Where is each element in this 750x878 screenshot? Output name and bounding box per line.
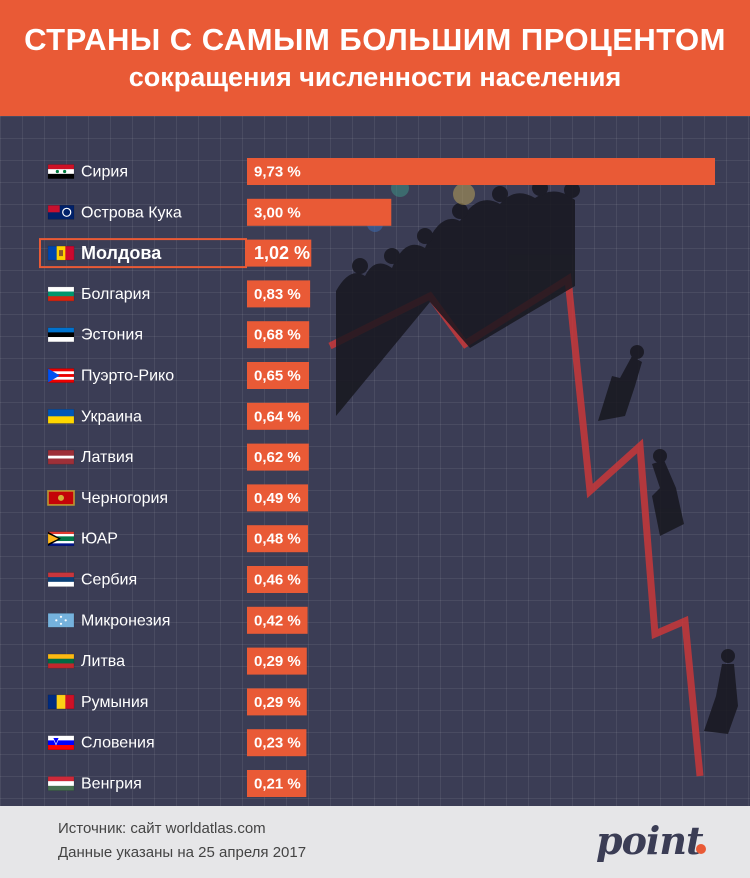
value-label: 0,23 % <box>254 735 301 752</box>
highlight-frame <box>39 238 247 269</box>
flag-romania-icon <box>47 694 75 710</box>
flag-lithuania-icon <box>47 653 75 669</box>
point-logo: point <box>596 818 716 866</box>
chart-row: ЮАР 0,48 % <box>47 525 308 553</box>
chart-row: Румыния 0,29 % <box>47 688 307 716</box>
falling-figure-illustration <box>598 345 738 734</box>
chart-area: Сирия 9,73 % Острова Кука 3,00 % Молдова 1,02… <box>0 116 750 806</box>
data-bar <box>247 362 310 389</box>
flag-cook-islands-icon <box>47 205 75 220</box>
logo-dot <box>696 844 706 854</box>
crowd-silhouette-illustration <box>336 180 580 416</box>
value-label: 9,73 % <box>254 164 301 181</box>
value-label: 0,64 % <box>254 408 301 425</box>
category-label: Острова Кука <box>81 204 182 221</box>
value-label: 0,48 % <box>254 531 301 548</box>
chart-row: Микронезия 0,42 % <box>47 606 308 634</box>
category-label: Венгрия <box>81 776 142 793</box>
value-label: 0,62 % <box>254 449 301 466</box>
header-banner: СТРАНЫ С САМЫМ БОЛЬШИМ ПРОЦЕНТОМ сокраще… <box>0 0 750 116</box>
chart-row: Эстония 0,68 % <box>47 321 310 349</box>
flag-slovenia-icon <box>47 735 75 750</box>
category-label: ЮАР <box>81 531 118 548</box>
logo-wordmark: point <box>596 818 704 863</box>
footer: Источник: сайт worldatlas.com Данные ука… <box>0 806 750 878</box>
chart-row: Сербия 0,46 % <box>47 566 308 593</box>
value-label: 0,46 % <box>254 572 301 589</box>
chart-row: Пуэрто-Рико 0,65 % <box>47 362 310 389</box>
category-label: Пуэрто-Рико <box>81 368 174 385</box>
data-bar <box>247 525 308 553</box>
value-label: 0,68 % <box>254 327 301 344</box>
flag-estonia-icon <box>47 327 75 342</box>
data-bar <box>247 443 309 471</box>
category-label: Словения <box>81 735 155 752</box>
flag-puerto-rico-icon <box>47 368 75 383</box>
value-label: 0,49 % <box>254 490 301 507</box>
page-subtitle: сокращения численности населения <box>128 62 622 92</box>
data-bar <box>247 158 715 185</box>
chart-row: Венгрия 0,21 % <box>47 770 307 797</box>
data-bar <box>247 280 311 308</box>
value-label: 0,65 % <box>254 368 301 385</box>
data-bar <box>247 321 310 349</box>
value-label: 0,29 % <box>254 653 301 670</box>
flag-micronesia-icon <box>47 613 75 628</box>
category-label: Сербия <box>81 572 137 589</box>
chart-row: Черногория 0,49 % <box>47 484 309 512</box>
value-label: 0,29 % <box>254 694 301 711</box>
data-bar <box>247 647 307 675</box>
flag-serbia-icon <box>47 572 75 587</box>
category-label: Эстония <box>81 327 143 344</box>
chart-row: Молдова 1,02 % <box>39 238 312 269</box>
chart-row: Сирия 9,73 % <box>47 158 715 185</box>
flag-syria-icon <box>47 164 75 179</box>
value-label: 0,83 % <box>254 286 301 303</box>
flag-moldova-icon <box>47 245 75 261</box>
category-label: Молдова <box>81 243 162 263</box>
flag-montenegro-icon <box>47 490 75 506</box>
value-label: 1,02 % <box>254 243 310 263</box>
flag-bulgaria-icon <box>47 286 75 302</box>
flag-latvia-icon <box>47 449 75 465</box>
chart-row: Литва 0,29 % <box>47 647 307 675</box>
category-label: Румыния <box>81 694 148 711</box>
category-label: Микронезия <box>81 612 170 629</box>
chart-row: Словения 0,23 % <box>47 729 307 757</box>
data-bar <box>247 729 307 757</box>
category-label: Украина <box>81 408 142 425</box>
value-label: 0,21 % <box>254 776 301 793</box>
flag-hungary-icon <box>47 776 75 791</box>
chart-row: Украина 0,64 % <box>47 402 309 430</box>
value-label: 3,00 % <box>254 204 301 221</box>
category-label: Болгария <box>81 286 150 303</box>
data-bar <box>247 402 309 430</box>
data-bar <box>247 566 308 593</box>
page-title: СТРАНЫ С САМЫМ БОЛЬШИМ ПРОЦЕНТОМ <box>24 22 726 57</box>
chart-row: Латвия 0,62 % <box>47 443 309 471</box>
category-label: Литва <box>81 653 125 670</box>
data-bar <box>247 484 309 512</box>
flag-south-africa-icon <box>47 531 75 546</box>
data-bar <box>247 198 392 226</box>
bar-chart: Сирия 9,73 % Острова Кука 3,00 % Молдова 1,02… <box>39 158 715 797</box>
chart-row: Болгария 0,83 % <box>47 280 311 308</box>
chart-row: Острова Кука 3,00 % <box>47 198 392 226</box>
date-note: Данные указаны на 25 апреля 2017 <box>58 844 307 861</box>
value-label: 0,42 % <box>254 612 301 629</box>
category-label: Сирия <box>81 164 128 181</box>
source-note: Источник: сайт worldatlas.com <box>58 820 266 837</box>
flag-ukraine-icon <box>47 409 75 424</box>
category-label: Латвия <box>81 449 133 466</box>
data-bar <box>247 606 308 634</box>
category-label: Черногория <box>81 490 168 507</box>
data-bar <box>247 688 307 716</box>
data-bar <box>247 239 312 267</box>
data-bar <box>247 770 307 797</box>
